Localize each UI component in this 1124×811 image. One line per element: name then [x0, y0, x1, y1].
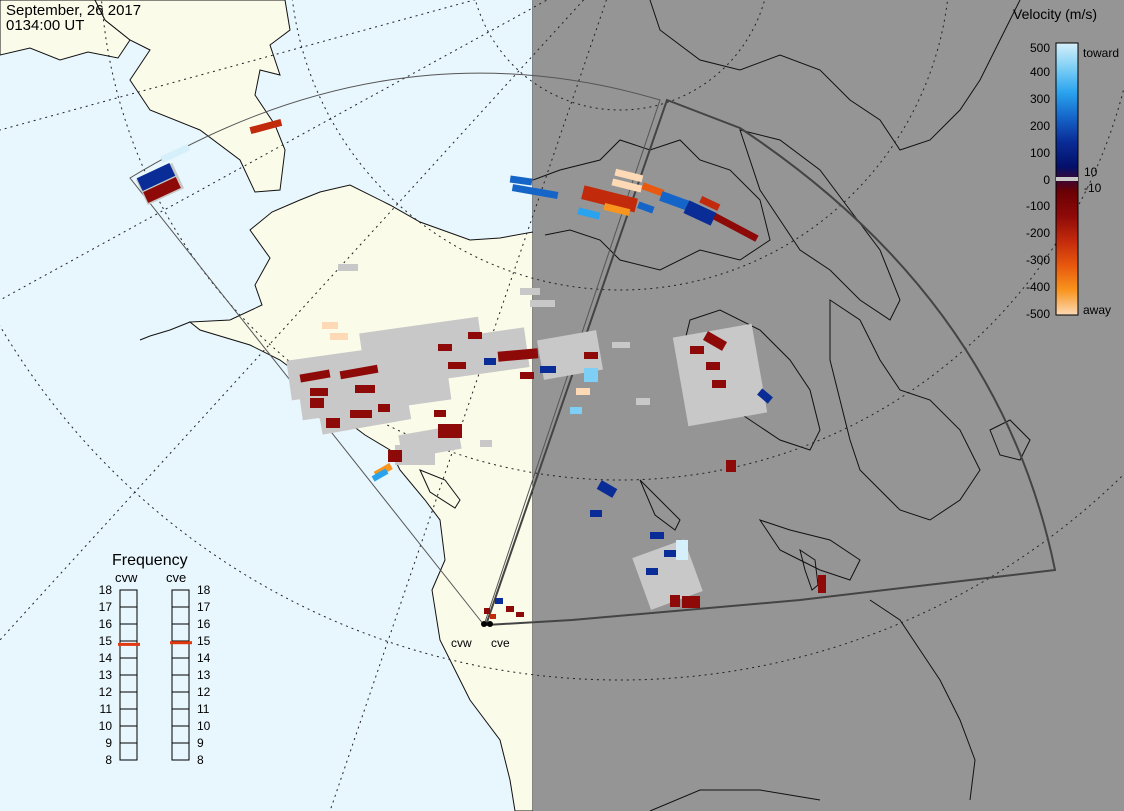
frequency-tick-label-cvw: 15	[99, 634, 113, 648]
cvw-site-marker	[481, 621, 487, 627]
cve-site-label: cve	[491, 636, 510, 650]
frequency-tick-layer: 18 18 17 17 16 16 15 15 14 14 13 13 12 12 11 11 10 10 9 9 8 8	[99, 583, 211, 767]
ground-scatter-band	[1056, 177, 1078, 181]
frequency-tick-label-cvw: 16	[99, 617, 113, 631]
frequency-panel: Frequency cvw cve 18 18 17 17 16 16 15 15 14 14 13…	[99, 552, 211, 767]
frequency-tick-label-cve: 18	[197, 583, 211, 597]
frequency-tick-label-cvw: 14	[99, 651, 113, 665]
velocity-tick-label: 300	[1030, 92, 1050, 106]
frequency-tick-label-cvw: 9	[105, 736, 112, 750]
velocity-tick-label: 500	[1030, 41, 1050, 55]
frequency-tick-label-cvw: 11	[100, 702, 113, 716]
frequency-marker-cve	[170, 641, 192, 645]
frequency-tick-label-cvw: 18	[99, 583, 113, 597]
frequency-tick-label-cvw: 17	[99, 600, 113, 614]
velocity-tick-label: -300	[1026, 253, 1050, 267]
meridian-b	[0, 0, 549, 301]
night-terminator-shade	[533, 0, 1124, 811]
aleutian-chain	[139, 321, 191, 341]
east-coast	[869, 599, 976, 801]
velocity-tick-label: 10	[1084, 165, 1098, 179]
frequency-tick-label-cve: 8	[197, 753, 204, 767]
lat-circle-80	[474, 0, 766, 111]
velocity-tick-label: -500	[1026, 307, 1050, 321]
lake-michigan-coast	[799, 548, 819, 591]
meridian-a	[0, 0, 477, 131]
frequency-title: Frequency	[112, 552, 188, 569]
baffin-island-coast	[739, 129, 901, 321]
frequency-tick-label-cvw: 13	[99, 668, 113, 682]
velocity-tick-layer: 500400300200100100-10-100-200-300-400-50…	[1026, 41, 1102, 321]
lake-winnipeg-coast	[639, 479, 681, 531]
velocity-tick-label: -400	[1026, 280, 1050, 294]
frequency-tick-label-cve: 13	[197, 668, 211, 682]
velocity-tick-label: -200	[1026, 226, 1050, 240]
velocity-tick-label: 200	[1030, 119, 1050, 133]
frequency-tick-label-cve: 12	[197, 685, 211, 699]
frequency-tick-label-cve: 15	[197, 634, 211, 648]
frequency-tick-label-cve: 11	[197, 702, 210, 716]
lat-circle-60	[101, 0, 1124, 481]
frequency-tick-label-cve: 14	[197, 651, 211, 665]
map-date: September, 26 2017	[6, 2, 142, 19]
frequency-tick-label-cvw: 12	[99, 685, 113, 699]
great-lakes-coast	[758, 519, 861, 581]
frequency-tick-label-cve: 9	[197, 736, 204, 750]
frequency-tick-label-cve: 10	[197, 719, 211, 733]
radar-sites: cvw cve	[451, 621, 510, 650]
cvw-site-label: cvw	[451, 636, 472, 650]
gulf-coast	[649, 789, 821, 811]
frequency-tick-label-cve: 17	[197, 600, 211, 614]
away-label: away	[1083, 303, 1111, 317]
cve-fov-outline	[484, 98, 1057, 627]
toward-label: toward	[1083, 46, 1119, 60]
frequency-marker-cvw	[118, 642, 140, 646]
velocity-cells	[136, 118, 826, 619]
velocity-tick-label: 0	[1043, 173, 1050, 187]
velocity-colorbar: 500400300200100100-10-100-200-300-400-50…	[1026, 41, 1119, 321]
cve-site-marker	[487, 621, 493, 627]
velocity-tick-label: 100	[1030, 146, 1050, 160]
velocity-scale-title: Velocity (m/s)	[1013, 6, 1098, 22]
frequency-tick-label-cve: 16	[197, 617, 211, 631]
frequency-radar-label-cvw: cvw	[115, 570, 138, 585]
labrador-coast	[829, 299, 981, 521]
greenland-coast	[649, 0, 1021, 151]
map-time: 0134:00 UT	[6, 17, 85, 34]
chukotka-landmass	[94, 0, 291, 193]
velocity-tick-label: -10	[1084, 181, 1102, 195]
velocity-tick-label: 400	[1030, 65, 1050, 79]
frequency-radar-label-cve: cve	[166, 570, 186, 585]
velocity-tick-label: -100	[1026, 199, 1050, 213]
frequency-tick-label-cvw: 8	[105, 753, 112, 767]
frequency-tick-label-cvw: 10	[99, 719, 113, 733]
